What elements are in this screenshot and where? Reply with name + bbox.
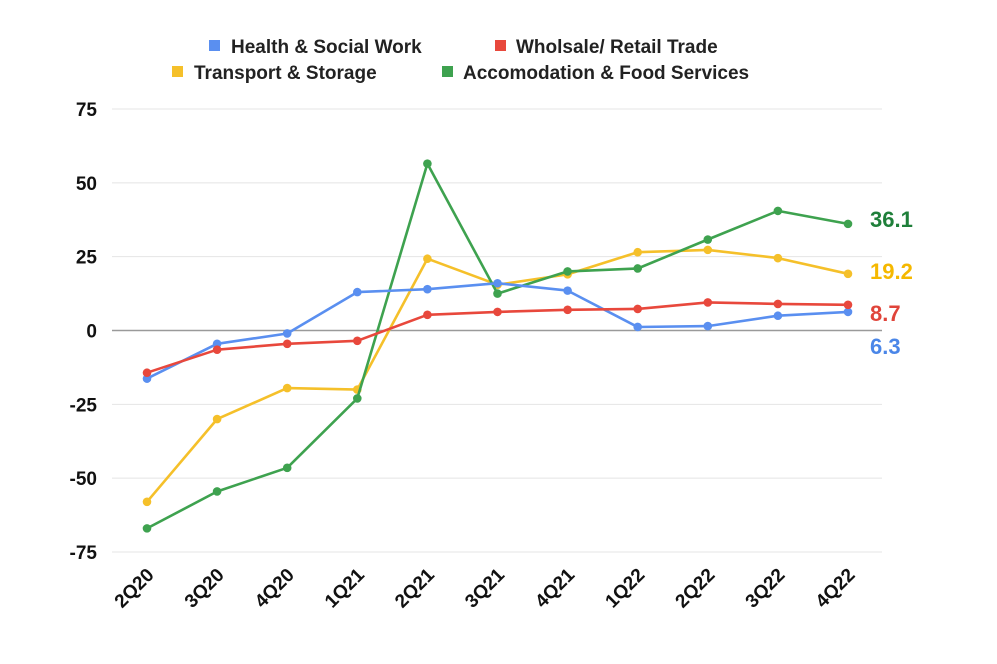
data-point: [142, 368, 152, 378]
y-axis-ticks: 75 50 25 0 -25 -50 -75: [70, 100, 98, 564]
series-0: [142, 278, 853, 383]
data-point: [633, 304, 642, 314]
data-point: [773, 206, 783, 216]
legend: Health & Social Work Wholsale/ Retail Tr…: [172, 37, 749, 84]
y-tick-label: 0: [86, 322, 97, 343]
data-point: [142, 374, 152, 383]
data-point: [212, 414, 222, 424]
legend-swatch-transport: [172, 66, 183, 77]
legend-label-health: Health & Social Work: [231, 37, 422, 58]
end-value-label: 8.7: [870, 301, 901, 326]
x-tick-label: 2Q22: [672, 565, 720, 613]
data-point: [773, 299, 783, 309]
x-tick-label: 4Q22: [812, 565, 860, 613]
data-point: [843, 300, 853, 310]
data-point: [282, 329, 292, 338]
data-point: [423, 284, 432, 294]
data-point: [633, 264, 642, 273]
data-point: [563, 267, 572, 276]
data-point: [423, 254, 432, 264]
data-point: [703, 321, 713, 331]
end-value-label: 6.3: [870, 334, 901, 359]
data-point: [423, 310, 432, 320]
end-value-label: 36.1: [870, 207, 913, 232]
data-point: [843, 219, 853, 229]
data-point: [142, 524, 152, 533]
x-tick-label: 3Q22: [742, 565, 790, 613]
legend-swatch-wholesale: [495, 40, 506, 51]
legend-item-health[interactable]: Health & Social Work: [209, 37, 422, 58]
y-tick-label: -75: [70, 543, 98, 564]
data-point: [773, 253, 783, 263]
legend-swatch-health: [209, 40, 220, 51]
data-point: [493, 278, 502, 288]
data-point: [633, 322, 642, 332]
data-point: [773, 311, 783, 321]
data-point: [563, 305, 572, 315]
legend-item-accommodation[interactable]: Accomodation & Food Services: [442, 63, 749, 84]
data-point: [142, 497, 152, 507]
data-point: [282, 339, 292, 349]
data-point: [493, 307, 502, 317]
data-point: [423, 159, 432, 168]
data-point: [703, 298, 713, 307]
y-tick-label: 75: [76, 100, 98, 121]
y-tick-label: 50: [76, 174, 97, 195]
data-point: [212, 345, 222, 354]
legend-item-transport[interactable]: Transport & Storage: [172, 63, 377, 84]
data-point: [563, 286, 572, 295]
series-lines: [142, 159, 853, 533]
x-tick-label: 2Q20: [111, 565, 159, 613]
legend-label-transport: Transport & Storage: [194, 63, 377, 84]
x-tick-label: 1Q22: [602, 565, 650, 613]
data-point: [282, 463, 292, 473]
data-point: [633, 247, 642, 257]
gridlines: [112, 108, 882, 553]
end-labels: 6.3 8.7 19.2 36.1: [870, 207, 913, 359]
legend-swatch-accommodation: [442, 66, 453, 77]
data-point: [843, 269, 853, 279]
x-tick-label: 4Q21: [531, 564, 579, 612]
data-point: [843, 307, 853, 317]
y-tick-label: -25: [70, 395, 98, 416]
data-point: [493, 289, 502, 298]
x-tick-label: 1Q21: [321, 564, 369, 612]
x-tick-label: 4Q20: [251, 565, 299, 613]
y-tick-label: -50: [70, 469, 97, 490]
data-point: [212, 487, 222, 496]
legend-label-wholesale: Wholsale/ Retail Trade: [516, 37, 718, 58]
x-tick-label: 2Q21: [391, 564, 439, 612]
end-value-label: 19.2: [870, 259, 913, 284]
data-point: [353, 287, 362, 297]
data-point: [353, 336, 362, 346]
x-axis-ticks: 2Q20 3Q20 4Q20 1Q21 2Q21 3Q21 4Q21 1Q22 2Q22 3Q22…: [111, 564, 860, 612]
data-point: [212, 339, 222, 349]
x-tick-label: 3Q20: [181, 565, 229, 613]
x-tick-label: 3Q21: [461, 564, 509, 612]
legend-item-wholesale[interactable]: Wholsale/ Retail Trade: [495, 37, 718, 58]
y-tick-label: 25: [76, 248, 98, 269]
data-point: [282, 383, 292, 393]
legend-label-accommodation: Accomodation & Food Services: [463, 63, 749, 84]
data-point: [703, 245, 713, 255]
series-1: [142, 298, 853, 378]
series-3: [142, 159, 853, 533]
data-point: [353, 394, 362, 403]
data-point: [703, 235, 713, 244]
